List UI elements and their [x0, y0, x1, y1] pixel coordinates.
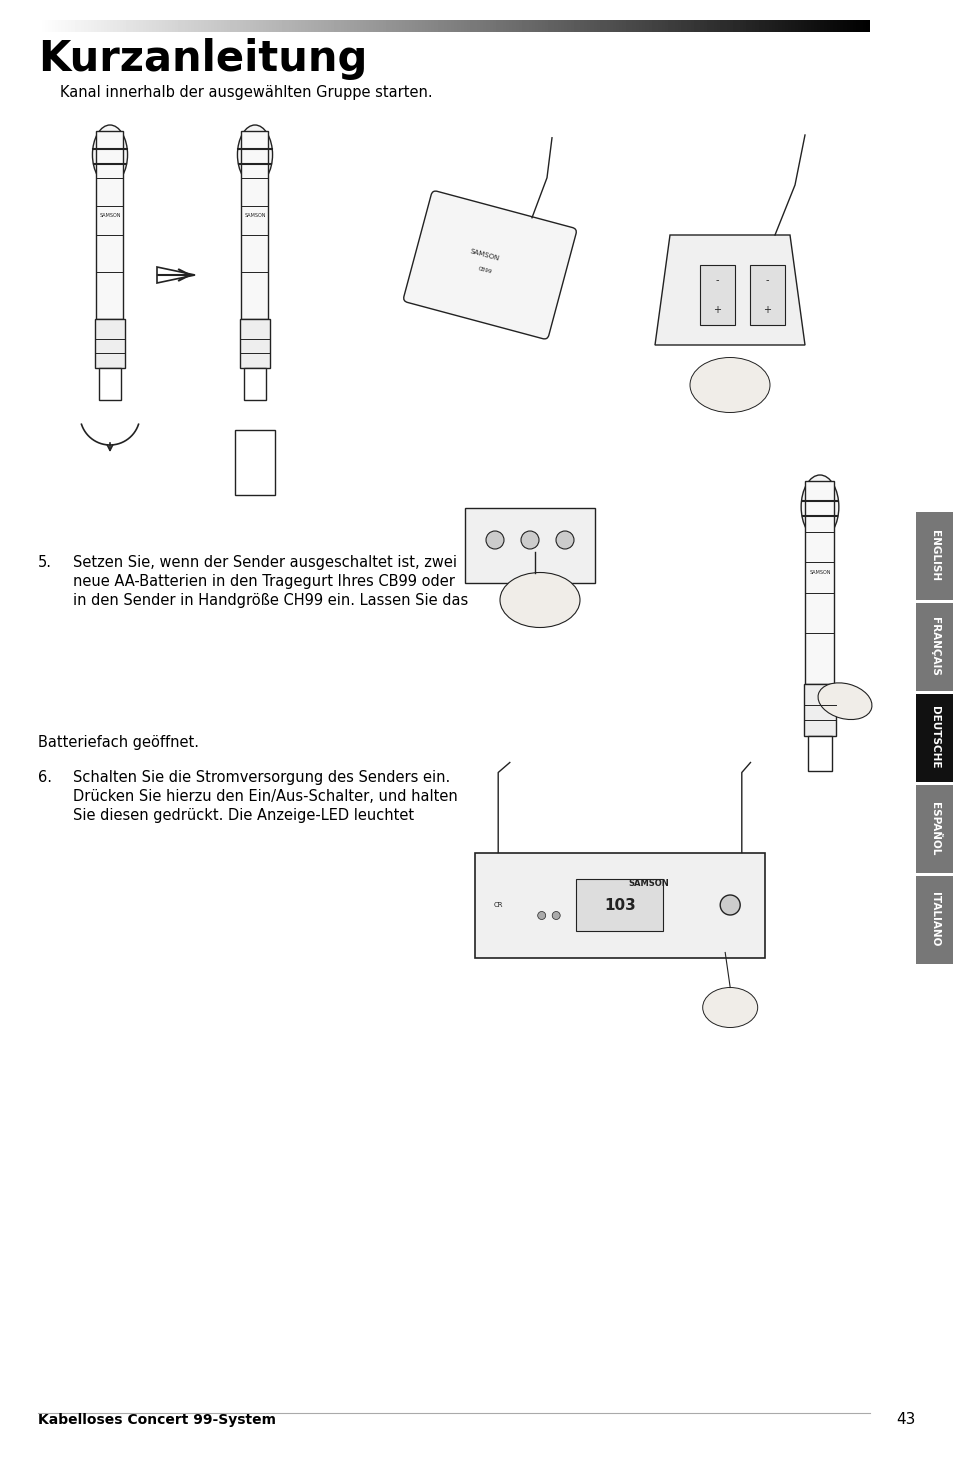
Ellipse shape — [237, 125, 273, 184]
Bar — [700, 266, 734, 324]
Bar — [915, 512, 953, 599]
Text: SAMSON: SAMSON — [99, 214, 121, 218]
Bar — [804, 481, 834, 684]
Ellipse shape — [689, 357, 769, 413]
Text: Schalten Sie die Stromversorgung des Senders ein.: Schalten Sie die Stromversorgung des Sen… — [73, 770, 450, 785]
Polygon shape — [157, 267, 194, 283]
Polygon shape — [655, 235, 804, 345]
Text: 43: 43 — [896, 1412, 915, 1426]
Text: neue AA-Batterien in den Tragegurt Ihres CB99 oder: neue AA-Batterien in den Tragegurt Ihres… — [73, 574, 455, 589]
Ellipse shape — [552, 912, 559, 919]
Text: SAMSON: SAMSON — [244, 214, 266, 218]
Bar — [464, 507, 595, 583]
Text: SAMSON: SAMSON — [628, 879, 669, 888]
Bar — [749, 266, 784, 324]
Bar — [915, 693, 953, 782]
Bar — [243, 367, 266, 400]
Bar — [475, 853, 764, 957]
Text: SAMSON: SAMSON — [808, 569, 830, 575]
Bar — [803, 684, 835, 736]
Bar — [915, 785, 953, 873]
Bar — [915, 602, 953, 690]
Text: Kanal innerhalb der ausgewählten Gruppe starten.: Kanal innerhalb der ausgewählten Gruppe … — [60, 86, 432, 100]
Ellipse shape — [92, 125, 128, 184]
Text: -: - — [764, 274, 768, 285]
Text: ENGLISH: ENGLISH — [929, 530, 939, 581]
Text: 5.: 5. — [38, 555, 52, 569]
Ellipse shape — [537, 912, 545, 919]
Ellipse shape — [817, 683, 871, 720]
Ellipse shape — [556, 531, 574, 549]
Text: Batteriefach geöffnet.: Batteriefach geöffnet. — [38, 735, 199, 749]
Ellipse shape — [702, 987, 757, 1028]
Text: in den Sender in Handgröße CH99 ein. Lassen Sie das: in den Sender in Handgröße CH99 ein. Las… — [73, 593, 468, 608]
Text: FRANÇAIS: FRANÇAIS — [929, 617, 939, 676]
Text: +: + — [762, 305, 770, 316]
Ellipse shape — [485, 531, 503, 549]
Text: Drücken Sie hierzu den Ein/Aus-Schalter, und halten: Drücken Sie hierzu den Ein/Aus-Schalter,… — [73, 789, 457, 804]
Bar — [240, 320, 270, 367]
Text: 6.: 6. — [38, 770, 52, 785]
Bar — [576, 879, 662, 931]
Ellipse shape — [520, 531, 538, 549]
Text: CR: CR — [493, 903, 502, 909]
Text: ITALIANO: ITALIANO — [929, 892, 939, 947]
Text: DEUTSCHE: DEUTSCHE — [929, 707, 939, 768]
Ellipse shape — [801, 475, 838, 538]
Bar — [915, 876, 953, 963]
Bar — [241, 131, 268, 320]
Text: ESPAÑOL: ESPAÑOL — [929, 802, 939, 856]
Text: SAMSON: SAMSON — [469, 248, 500, 261]
Text: Sie diesen gedrückt. Die Anzeige-LED leuchtet: Sie diesen gedrückt. Die Anzeige-LED leu… — [73, 808, 414, 823]
Bar — [807, 736, 831, 771]
FancyBboxPatch shape — [403, 192, 576, 339]
Text: 103: 103 — [603, 897, 636, 913]
Bar — [95, 320, 125, 367]
Text: Setzen Sie, wenn der Sender ausgeschaltet ist, zwei: Setzen Sie, wenn der Sender ausgeschalte… — [73, 555, 456, 569]
Text: -: - — [715, 274, 718, 285]
Bar — [96, 131, 123, 320]
Text: Kabelloses Concert 99-System: Kabelloses Concert 99-System — [38, 1413, 275, 1426]
Bar — [234, 431, 274, 496]
Text: CB99: CB99 — [476, 266, 492, 274]
Bar — [98, 367, 121, 400]
Text: +: + — [712, 305, 720, 316]
Ellipse shape — [499, 572, 579, 627]
Ellipse shape — [720, 895, 740, 914]
Text: Kurzanleitung: Kurzanleitung — [38, 38, 367, 80]
